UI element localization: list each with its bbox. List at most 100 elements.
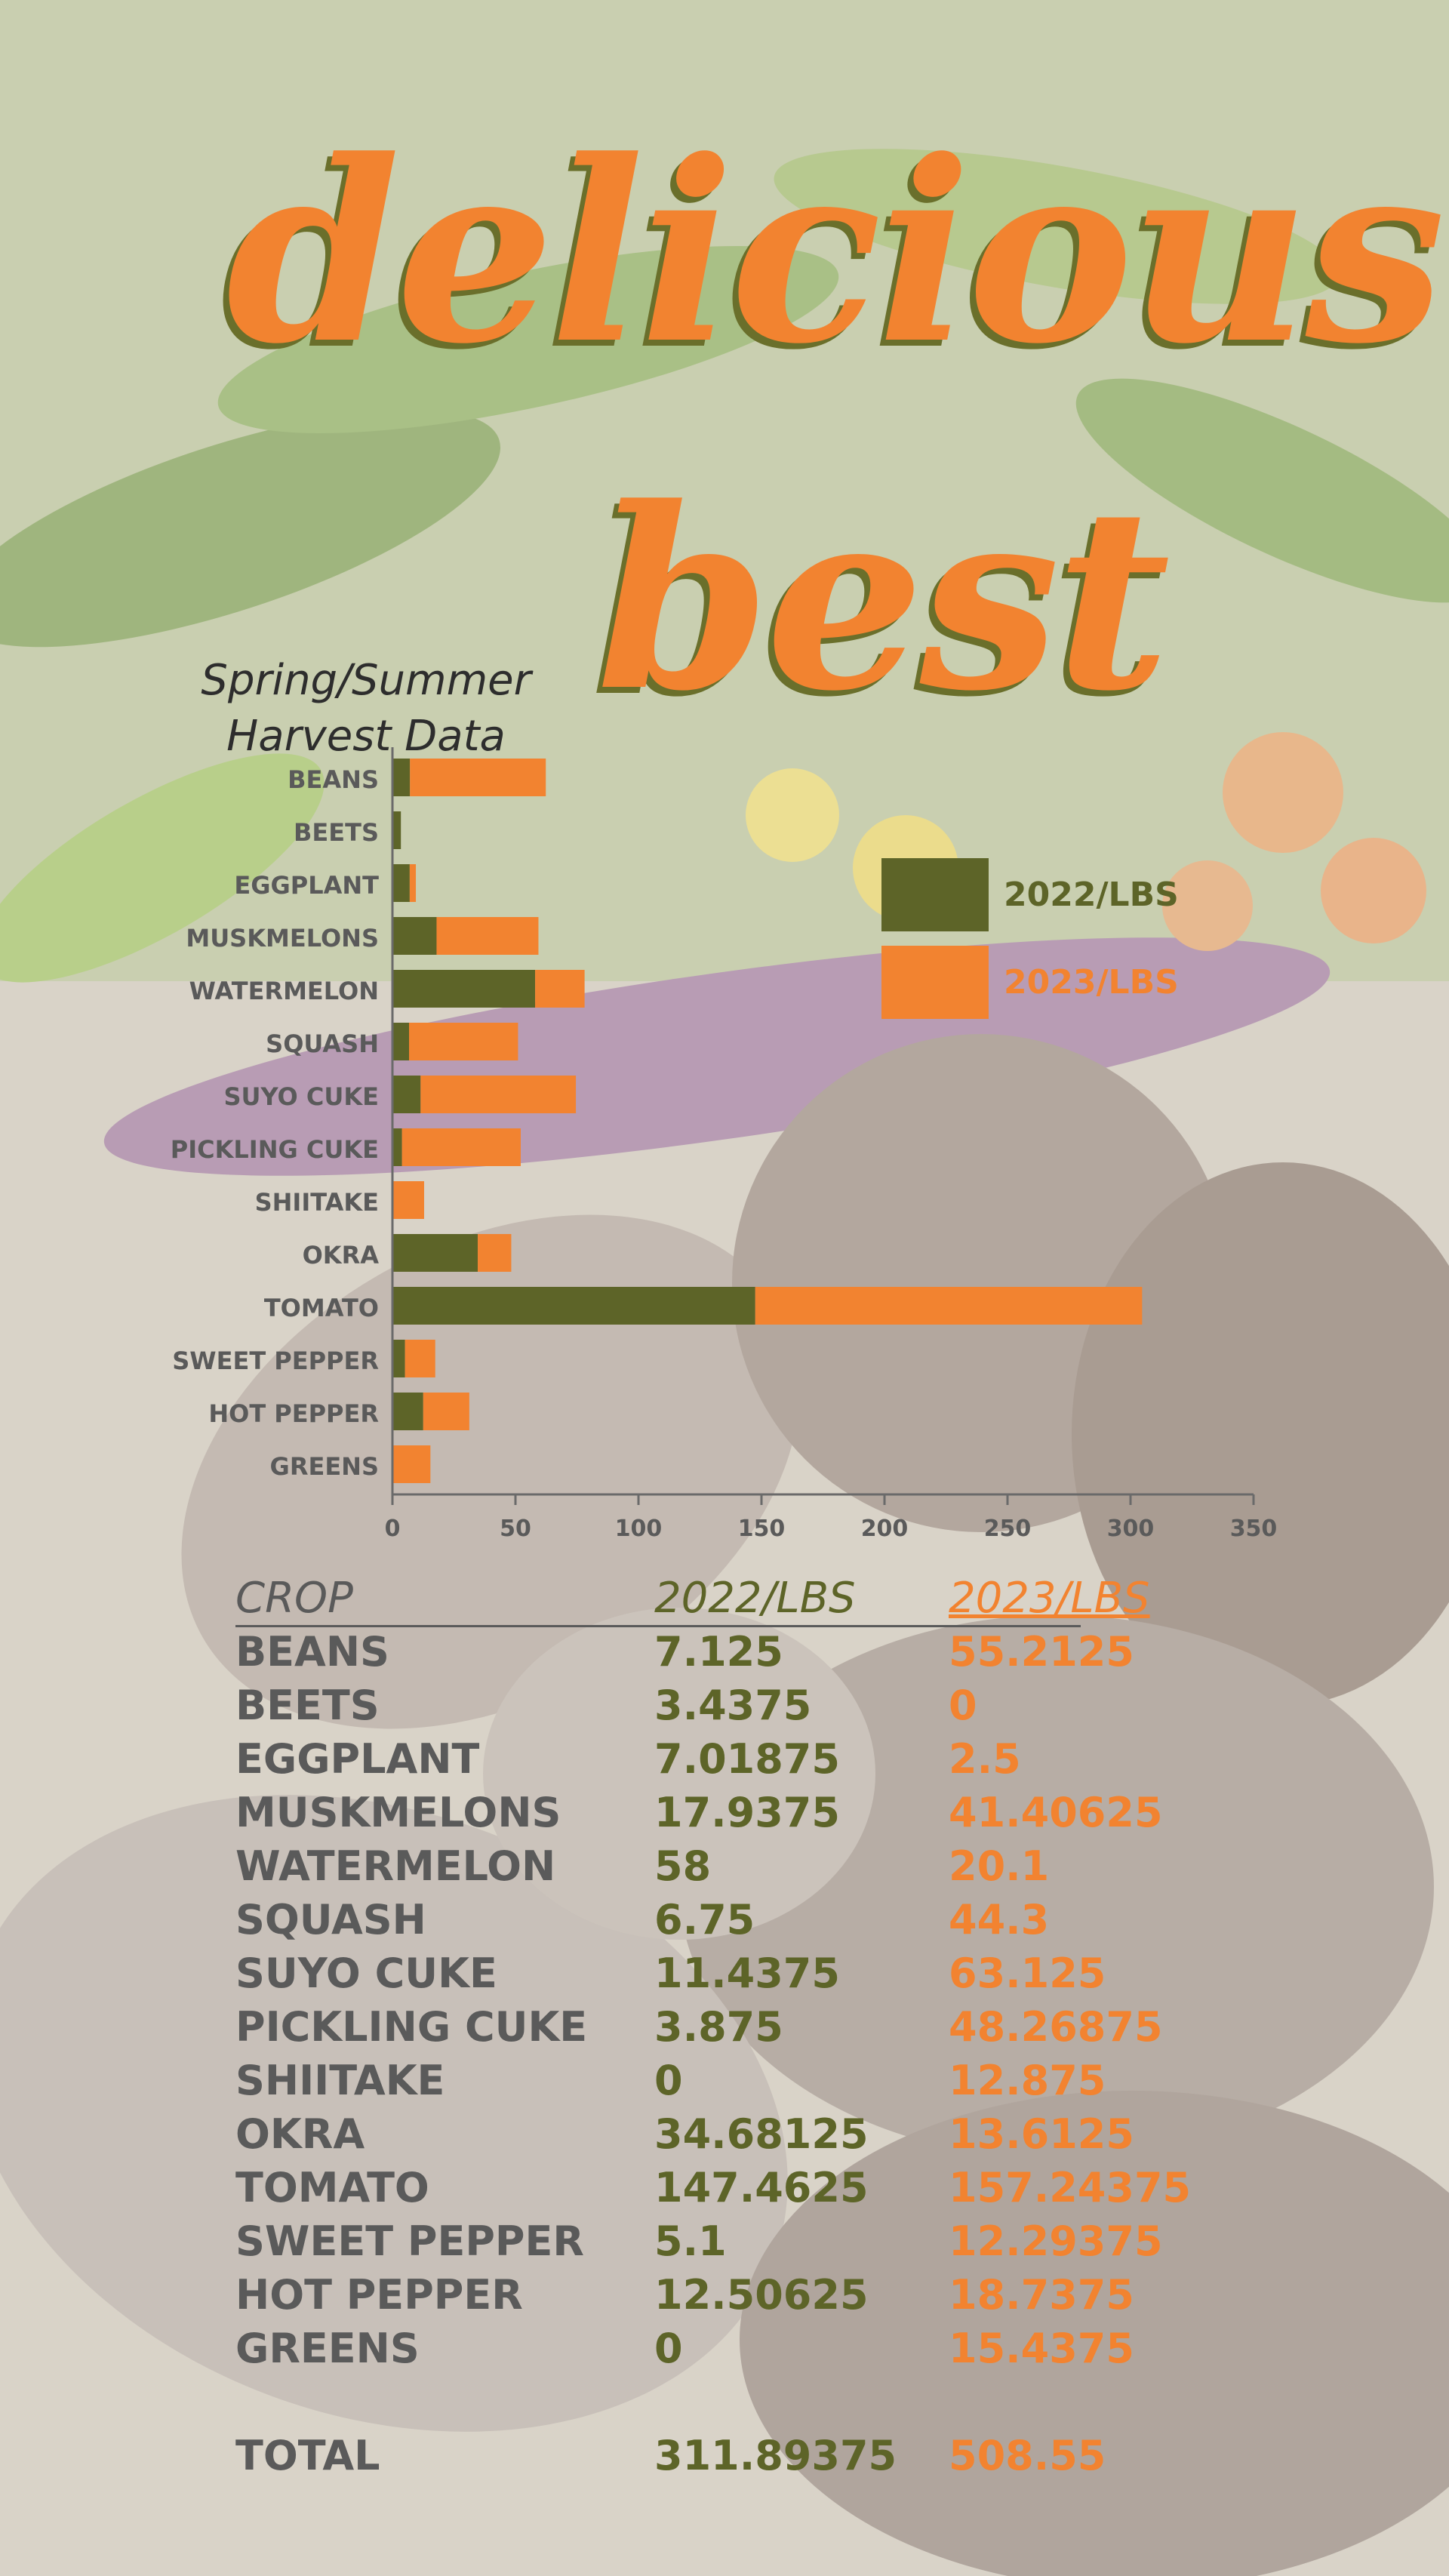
bar-2022-suyo-cuke (392, 1076, 421, 1113)
bar-2023-sweet-pepper (405, 1340, 435, 1377)
value-2023-cell: 44.3 (949, 1896, 1050, 1944)
category-label: EGGPLANT (234, 871, 379, 900)
value-2023-cell: 15.4375 (949, 2325, 1134, 2372)
value-2023-cell: 20.1 (949, 1842, 1050, 1890)
crop-cell: PICKLING CUKE (235, 2003, 588, 2051)
crop-cell: TOTAL (235, 2432, 380, 2479)
value-2022-cell: 3.875 (654, 2003, 783, 2051)
value-2022-cell: 7.01875 (654, 1735, 840, 1783)
bar-2022-squash (392, 1023, 410, 1060)
bar-2022-sweet-pepper (392, 1340, 405, 1377)
crop-cell: SHIITAKE (235, 2057, 445, 2104)
value-2023-cell: 12.875 (949, 2057, 1106, 2104)
crop-cell: BEANS (235, 1628, 389, 1676)
legend-swatch-2022 (881, 858, 989, 931)
category-label: HOT PEPPER (208, 1399, 379, 1428)
crop-cell: SWEET PEPPER (235, 2217, 584, 2265)
category-label: MUSKMELONS (186, 924, 379, 953)
category-label: GREENS (270, 1452, 379, 1481)
crop-cell: SQUASH (235, 1896, 426, 1944)
value-2022-cell: 5.1 (654, 2217, 727, 2265)
value-2022-cell: 6.75 (654, 1896, 755, 1944)
bar-2023-greens (392, 1445, 431, 1483)
category-label: PICKLING CUKE (171, 1135, 379, 1164)
legend-swatch-2023 (881, 946, 989, 1019)
crop-cell: SUYO CUKE (235, 1950, 497, 1997)
category-label: SHIITAKE (255, 1188, 379, 1217)
value-2022-cell: 11.4375 (654, 1950, 840, 1997)
legend-label-2022: 2022/LBS (1004, 876, 1179, 914)
bar-2023-squash (409, 1023, 518, 1060)
title-line-2: best (596, 453, 1171, 746)
value-2022-cell: 147.4625 (654, 2164, 869, 2211)
bar-2022-beets (392, 811, 401, 849)
category-label: SWEET PEPPER (172, 1346, 379, 1375)
crop-cell: BEETS (235, 1682, 380, 1729)
bar-2022-eggplant (392, 864, 410, 902)
value-2022-cell: 0 (654, 2325, 683, 2372)
value-2023-cell: 18.7375 (949, 2271, 1134, 2319)
crop-cell: OKRA (235, 2110, 365, 2158)
bar-2023-shiitake (392, 1181, 424, 1219)
x-tick-label: 350 (1230, 1516, 1278, 1542)
value-2022-cell: 34.68125 (654, 2110, 869, 2158)
crop-cell: HOT PEPPER (235, 2271, 523, 2319)
value-2023-cell: 157.24375 (949, 2164, 1192, 2211)
legend-label-2023: 2023/LBS (1004, 963, 1179, 1002)
value-2022-cell: 12.50625 (654, 2271, 869, 2319)
bar-2023-muskmelons (436, 917, 539, 955)
value-2022-cell: 3.4375 (654, 1682, 812, 1729)
value-2023-cell: 508.55 (949, 2432, 1106, 2479)
harvest-bar-chart: BEANS BEETS EGGPLANT MUSKMELONS WATERMELON SQ… (171, 747, 1278, 1542)
legend-item-2022: 2022/LBS (881, 858, 1179, 931)
category-label: TOMATO (264, 1294, 379, 1322)
x-tick-label: 0 (385, 1516, 401, 1542)
bar-2023-eggplant (409, 864, 417, 902)
x-tick-label: 200 (861, 1516, 909, 1542)
bar-2023-beans (410, 759, 546, 796)
category-label: SUYO CUKE (223, 1082, 379, 1111)
bar-2022-tomato (392, 1287, 755, 1325)
header-2023: 2023/LBS (949, 1574, 1150, 1623)
crop-cell: TOMATO (235, 2164, 429, 2211)
value-2023-cell: 48.26875 (949, 2003, 1163, 2051)
bar-2023-pickling-cuke (401, 1128, 521, 1166)
bars-group (392, 759, 1143, 1483)
value-2023-cell: 2.5 (949, 1735, 1021, 1783)
crop-cell: WATERMELON (235, 1842, 556, 1890)
header-crop: CROP (235, 1574, 353, 1623)
bar-2022-okra (392, 1234, 478, 1272)
title-line-1: delicious (226, 106, 1446, 399)
x-tick-label: 50 (500, 1516, 531, 1542)
value-2023-cell: 12.29375 (949, 2217, 1163, 2265)
category-labels: BEANS BEETS EGGPLANT MUSKMELONS WATERMELON SQ… (171, 765, 379, 1481)
crop-cell: EGGPLANT (235, 1735, 480, 1783)
bar-2023-watermelon (535, 970, 585, 1008)
crop-cell: GREENS (235, 2325, 420, 2372)
value-2022-cell: 0 (654, 2057, 683, 2104)
value-2023-cell: 41.40625 (949, 1789, 1163, 1836)
x-tick-label: 150 (738, 1516, 786, 1542)
bar-2022-hot-pepper (392, 1393, 423, 1430)
bar-2023-okra (478, 1234, 512, 1272)
x-tick-label: 250 (984, 1516, 1032, 1542)
category-label: BEANS (288, 765, 379, 794)
bar-2022-pickling-cuke (392, 1128, 402, 1166)
bar-2022-watermelon (392, 970, 536, 1008)
header-underline (235, 1625, 1081, 1627)
header-2022: 2022/LBS (654, 1574, 856, 1623)
x-tick-label: 100 (615, 1516, 663, 1542)
value-2022-cell: 311.89375 (654, 2432, 897, 2479)
bar-2023-hot-pepper (423, 1393, 469, 1430)
value-2023-cell: 63.125 (949, 1950, 1106, 1997)
chart-title: Spring/Summer Harvest Data (201, 656, 531, 761)
value-2023-cell: 55.2125 (949, 1628, 1134, 1676)
bar-2022-beans (392, 759, 411, 796)
category-label: WATERMELON (189, 977, 379, 1005)
value-2022-cell: 7.125 (654, 1628, 783, 1676)
legend-item-2023: 2023/LBS (881, 946, 1179, 1019)
value-2022-cell: 58 (654, 1842, 712, 1890)
value-2023-cell: 13.6125 (949, 2110, 1134, 2158)
x-tick-label: 300 (1107, 1516, 1155, 1542)
category-label: OKRA (303, 1241, 380, 1270)
